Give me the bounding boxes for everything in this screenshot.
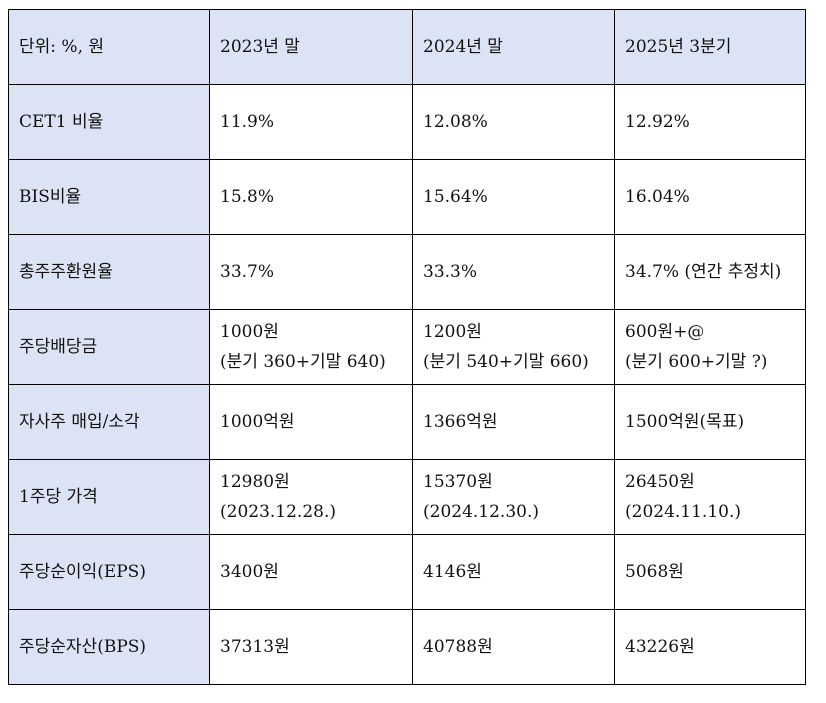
data-cell: 1366억원 [412,384,615,460]
data-cell: 34.7% (연간 추정치) [614,234,806,310]
row-label: 주당순자산(BPS) [8,609,210,685]
row-label: 1주당 가격 [8,459,210,535]
data-cell: 1000원 (분기 360+기말 640) [209,309,413,385]
cell-line: 1200원 [423,322,482,342]
data-cell: 33.3% [412,234,615,310]
data-cell: 15.64% [412,159,615,235]
table-row: 총주주환원율 33.7% 33.3% 34.7% (연간 추정치) [8,234,806,310]
data-cell: 3400원 [209,534,413,610]
data-cell: 43226원 [614,609,806,685]
table-row: BIS비율 15.8% 15.64% 16.04% [8,159,806,235]
data-cell: 1500억원(목표) [614,384,806,460]
data-cell: 1200원 (분기 540+기말 660) [412,309,615,385]
cell-line: 15370원 [423,472,493,492]
data-cell: 600원+@ (분기 600+기말 ?) [614,309,806,385]
data-cell: 40788원 [412,609,615,685]
cell-line: 26450원 [625,472,695,492]
data-cell: 15370원 (2024.12.30.) [412,459,615,535]
data-cell: 26450원 (2024.11.10.) [614,459,806,535]
header-cell: 2025년 3분기 [614,9,806,85]
cell-line: (분기 360+기말 640) [220,352,386,372]
header-cell: 2024년 말 [412,9,615,85]
cell-line: 1000원 [220,322,279,342]
row-label: BIS비율 [8,159,210,235]
table-row: 1주당 가격 12980원 (2023.12.28.) 15370원 (2024.12.… [8,459,806,535]
row-label: 총주주환원율 [8,234,210,310]
cell-line: (2024.11.10.) [625,502,742,522]
cell-line: (2023.12.28.) [220,502,337,522]
table-row: CET1 비율 11.9% 12.08% 12.92% [8,84,806,160]
cell-line: 12980원 [220,472,290,492]
cell-line: (분기 540+기말 660) [423,352,589,372]
data-cell: 5068원 [614,534,806,610]
row-label: 주당배당금 [8,309,210,385]
data-cell: 12.92% [614,84,806,160]
data-cell: 1000억원 [209,384,413,460]
data-cell: 16.04% [614,159,806,235]
data-cell: 12980원 (2023.12.28.) [209,459,413,535]
row-label: CET1 비율 [8,84,210,160]
data-cell: 12.08% [412,84,615,160]
table-row: 자사주 매입/소각 1000억원 1366억원 1500억원(목표) [8,384,806,460]
header-cell: 단위: %, 원 [8,9,210,85]
table-row: 주당배당금 1000원 (분기 360+기말 640) 1200원 (분기 540+기말… [8,309,806,385]
table-row: 주당순자산(BPS) 37313원 40788원 43226원 [8,609,806,685]
data-cell: 4146원 [412,534,615,610]
data-cell: 15.8% [209,159,413,235]
table-row: 주당순이익(EPS) 3400원 4146원 5068원 [8,534,806,610]
cell-line: (2024.12.30.) [423,502,540,522]
row-label: 자사주 매입/소각 [8,384,210,460]
data-cell: 33.7% [209,234,413,310]
data-cell: 11.9% [209,84,413,160]
table-body: 단위: %, 원 2023년 말 2024년 말 2025년 3분기 CET1 비율 11… [8,9,806,685]
row-label: 주당순이익(EPS) [8,534,210,610]
header-cell: 2023년 말 [209,9,413,85]
cell-line: 600원+@ [625,322,705,342]
data-table: 단위: %, 원 2023년 말 2024년 말 2025년 3분기 CET1 비율 11… [8,9,806,685]
cell-line: (분기 600+기말 ?) [625,352,768,372]
data-cell: 37313원 [209,609,413,685]
header-row: 단위: %, 원 2023년 말 2024년 말 2025년 3분기 [8,9,806,85]
